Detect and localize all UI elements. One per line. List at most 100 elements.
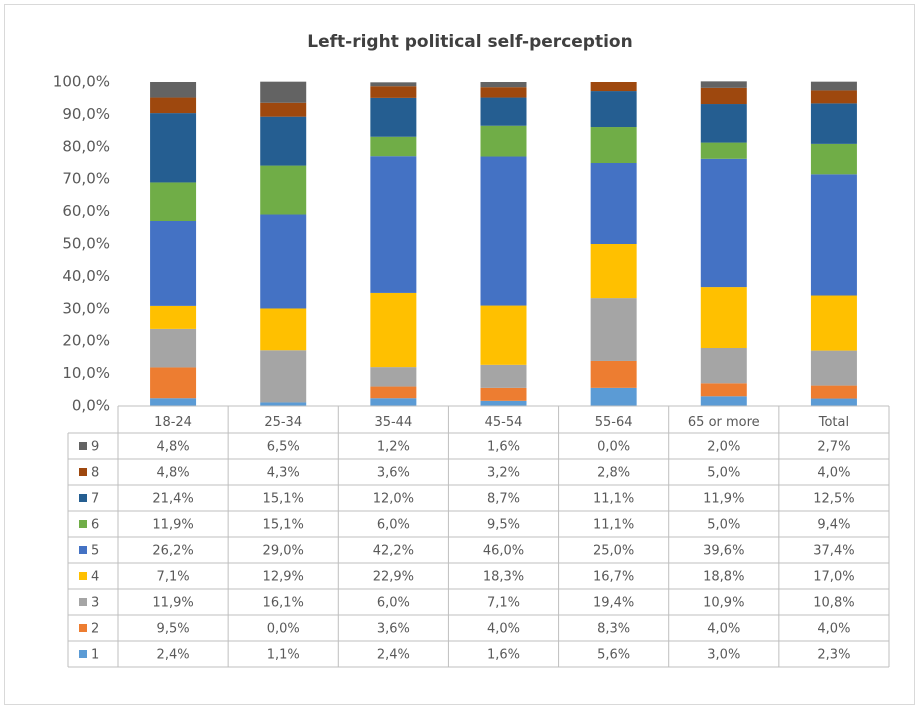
table-value: 2,4% <box>157 648 190 663</box>
table-value: 4,0% <box>487 622 520 637</box>
legend-label: 6 <box>91 518 99 533</box>
table-value: 11,9% <box>152 518 193 533</box>
y-tick-label: 40,0% <box>62 267 110 285</box>
table-value: 2,3% <box>817 648 850 663</box>
table-value: 12,5% <box>813 492 854 507</box>
table-value: 10,8% <box>813 596 854 611</box>
table-value: 11,9% <box>703 492 744 507</box>
table-value: 5,0% <box>707 518 740 533</box>
table-value: 9,4% <box>817 518 850 533</box>
bar-segment <box>150 305 197 329</box>
bar-segment <box>480 387 527 401</box>
legend-swatch <box>79 494 87 502</box>
table-value: 29,0% <box>263 544 304 559</box>
table-value: 1,2% <box>377 440 410 455</box>
table-value: 19,4% <box>593 596 634 611</box>
table-value: 4,8% <box>157 440 190 455</box>
table-value: 22,9% <box>373 570 414 585</box>
bar-segment <box>260 81 307 103</box>
table-value: 7,1% <box>157 570 190 585</box>
table-value: 25,0% <box>593 544 634 559</box>
bar-segment <box>700 81 747 88</box>
table-value: 6,5% <box>267 440 300 455</box>
table-value: 18,3% <box>483 570 524 585</box>
legend-swatch <box>79 650 87 658</box>
bar-segment <box>260 350 307 403</box>
bar-segment <box>370 367 417 387</box>
legend-swatch <box>79 624 87 632</box>
bar-segment <box>810 81 857 91</box>
table-value: 15,1% <box>263 492 304 507</box>
table-value: 3,2% <box>487 466 520 481</box>
bar-segment <box>810 143 857 175</box>
table-value: 11,1% <box>593 518 634 533</box>
y-tick-label: 70,0% <box>62 170 110 188</box>
bar-segment <box>700 158 747 288</box>
legend-label: 2 <box>91 622 99 637</box>
table-value: 8,7% <box>487 492 520 507</box>
bar-segment <box>260 116 307 166</box>
table-value: 1,6% <box>487 648 520 663</box>
chart-border <box>4 4 915 705</box>
table-value: 42,2% <box>373 544 414 559</box>
table-value: 11,1% <box>593 492 634 507</box>
table-value: 0,0% <box>597 440 630 455</box>
table-value: 4,8% <box>157 466 190 481</box>
table-value: 4,3% <box>267 466 300 481</box>
table-value: 2,7% <box>817 440 850 455</box>
chart-title: Left-right political self-perception <box>307 32 632 52</box>
table-value: 3,6% <box>377 622 410 637</box>
table-value: 18,8% <box>703 570 744 585</box>
bar-segment <box>260 102 307 117</box>
table-value: 4,0% <box>817 622 850 637</box>
bar-segment <box>480 97 527 126</box>
table-value: 12,0% <box>373 492 414 507</box>
y-tick-label: 50,0% <box>62 235 110 253</box>
legend-label: 3 <box>91 596 99 611</box>
table-value: 2,4% <box>377 648 410 663</box>
bar-segment <box>480 87 527 98</box>
table-value: 1,1% <box>267 648 300 663</box>
legend-label: 4 <box>91 570 99 585</box>
bar-segment <box>700 396 747 406</box>
table-value: 17,0% <box>813 570 854 585</box>
bar-segment <box>260 214 307 309</box>
y-tick-label: 0,0% <box>72 397 110 415</box>
table-value: 3,0% <box>707 648 740 663</box>
bar-segment <box>480 156 527 306</box>
x-tick-label: 55-64 <box>595 415 633 430</box>
legend-swatch <box>79 598 87 606</box>
bar-segment <box>590 298 637 361</box>
legend-swatch <box>79 546 87 554</box>
bar-segment <box>590 91 637 128</box>
bar-segment <box>150 113 197 183</box>
bar-segment <box>590 360 637 388</box>
table-value: 0,0% <box>267 622 300 637</box>
y-tick-label: 90,0% <box>62 105 110 123</box>
bar-segment <box>700 348 747 384</box>
bar-segment <box>370 86 417 98</box>
legend-label: 8 <box>91 466 99 481</box>
x-tick-label: 45-54 <box>485 415 523 430</box>
table-value: 5,6% <box>597 648 630 663</box>
table-value: 39,6% <box>703 544 744 559</box>
bar-segment <box>370 292 417 368</box>
table-value: 46,0% <box>483 544 524 559</box>
bar-segment <box>810 385 857 399</box>
legend-swatch <box>79 442 87 450</box>
table-value: 3,6% <box>377 466 410 481</box>
bar-segment <box>150 82 197 98</box>
bar-segment <box>260 402 307 406</box>
bar-segment <box>590 387 637 406</box>
bar-segment <box>810 398 857 406</box>
bar-segment <box>260 165 307 215</box>
bar-segment <box>810 90 857 104</box>
bar-segment <box>480 305 527 365</box>
y-tick-label: 10,0% <box>62 364 110 382</box>
table-value: 21,4% <box>152 492 193 507</box>
bar-segment <box>370 386 417 399</box>
bar-segment <box>700 142 747 159</box>
bar-segment <box>810 295 857 351</box>
table-value: 15,1% <box>263 518 304 533</box>
legend-swatch <box>79 468 87 476</box>
